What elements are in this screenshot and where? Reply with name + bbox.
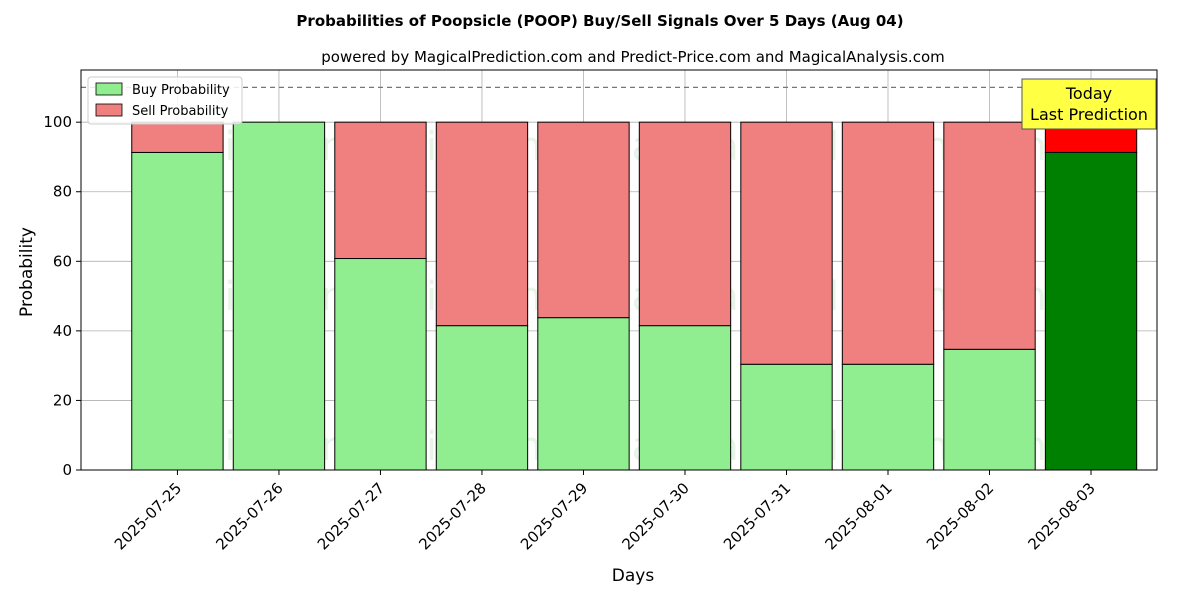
sell-bar — [334, 121, 427, 260]
buy-bar — [638, 325, 732, 471]
legend-box — [87, 76, 243, 125]
x-tick-label: 2025-07-27 — [314, 479, 388, 553]
x-tick-label: 2025-07-25 — [111, 479, 185, 553]
buy-bar — [841, 363, 935, 471]
x-axis-label: Days — [612, 566, 655, 586]
legend-sell-swatch — [95, 103, 123, 117]
annotation-line1: Today — [1065, 84, 1112, 103]
x-tick-label: 2025-07-29 — [517, 479, 591, 553]
buy-bar — [334, 258, 427, 471]
x-tick-label: 2025-08-01 — [821, 479, 895, 553]
y-tick-label: 80 — [53, 183, 72, 201]
legend: Buy Probability Sell Probability — [87, 76, 243, 125]
y-tick-label: 0 — [62, 461, 72, 479]
y-tick-label: 20 — [53, 391, 72, 409]
sell-bar — [943, 121, 1036, 350]
buy-bar — [232, 121, 326, 471]
legend-sell-label: Sell Probability — [132, 104, 229, 119]
sell-bar — [841, 121, 935, 365]
x-tick-label: 2025-07-26 — [212, 479, 286, 553]
sell-bar — [131, 121, 224, 153]
sell-bar — [435, 121, 529, 327]
legend-buy-label: Buy Probability — [132, 83, 230, 98]
chart-title: Probabilities of Poopsicle (POOP) Buy/Se… — [296, 12, 903, 30]
annotation-line2: Last Prediction — [1030, 105, 1148, 124]
x-tick-label: 2025-08-03 — [1024, 479, 1098, 553]
buy-bar — [537, 317, 630, 471]
legend-buy-swatch — [95, 82, 123, 96]
y-tick-label: 60 — [53, 252, 72, 270]
x-tick-label: 2025-07-30 — [618, 479, 692, 553]
bars — [131, 121, 1138, 471]
buy-bar — [131, 151, 224, 471]
y-tick-label: 40 — [53, 322, 72, 340]
y-axis: 0 20 40 60 80 100 — [43, 113, 81, 479]
buy-bar — [435, 325, 529, 471]
buy-bar — [1044, 151, 1138, 471]
plot-frame — [80, 69, 1158, 471]
y-axis-label: Probability — [17, 227, 37, 317]
sell-bar — [537, 121, 630, 319]
x-tick-label: 2025-07-31 — [720, 479, 794, 553]
buy-bar — [943, 348, 1036, 471]
x-axis: 2025-07-25 2025-07-26 2025-07-27 2025-07-28… — [111, 470, 1099, 553]
y-tick-label: 100 — [43, 113, 72, 131]
buy-bar — [740, 363, 833, 471]
x-tick-label: 2025-07-28 — [415, 479, 489, 553]
sell-bar — [638, 121, 732, 327]
sell-bar — [740, 121, 833, 365]
chart-subtitle: powered by MagicalPrediction.com and Pre… — [321, 48, 945, 66]
today-annotation: Today Last Prediction — [1021, 78, 1157, 130]
x-tick-label: 2025-08-02 — [923, 479, 997, 553]
annotation-box — [1021, 78, 1157, 130]
